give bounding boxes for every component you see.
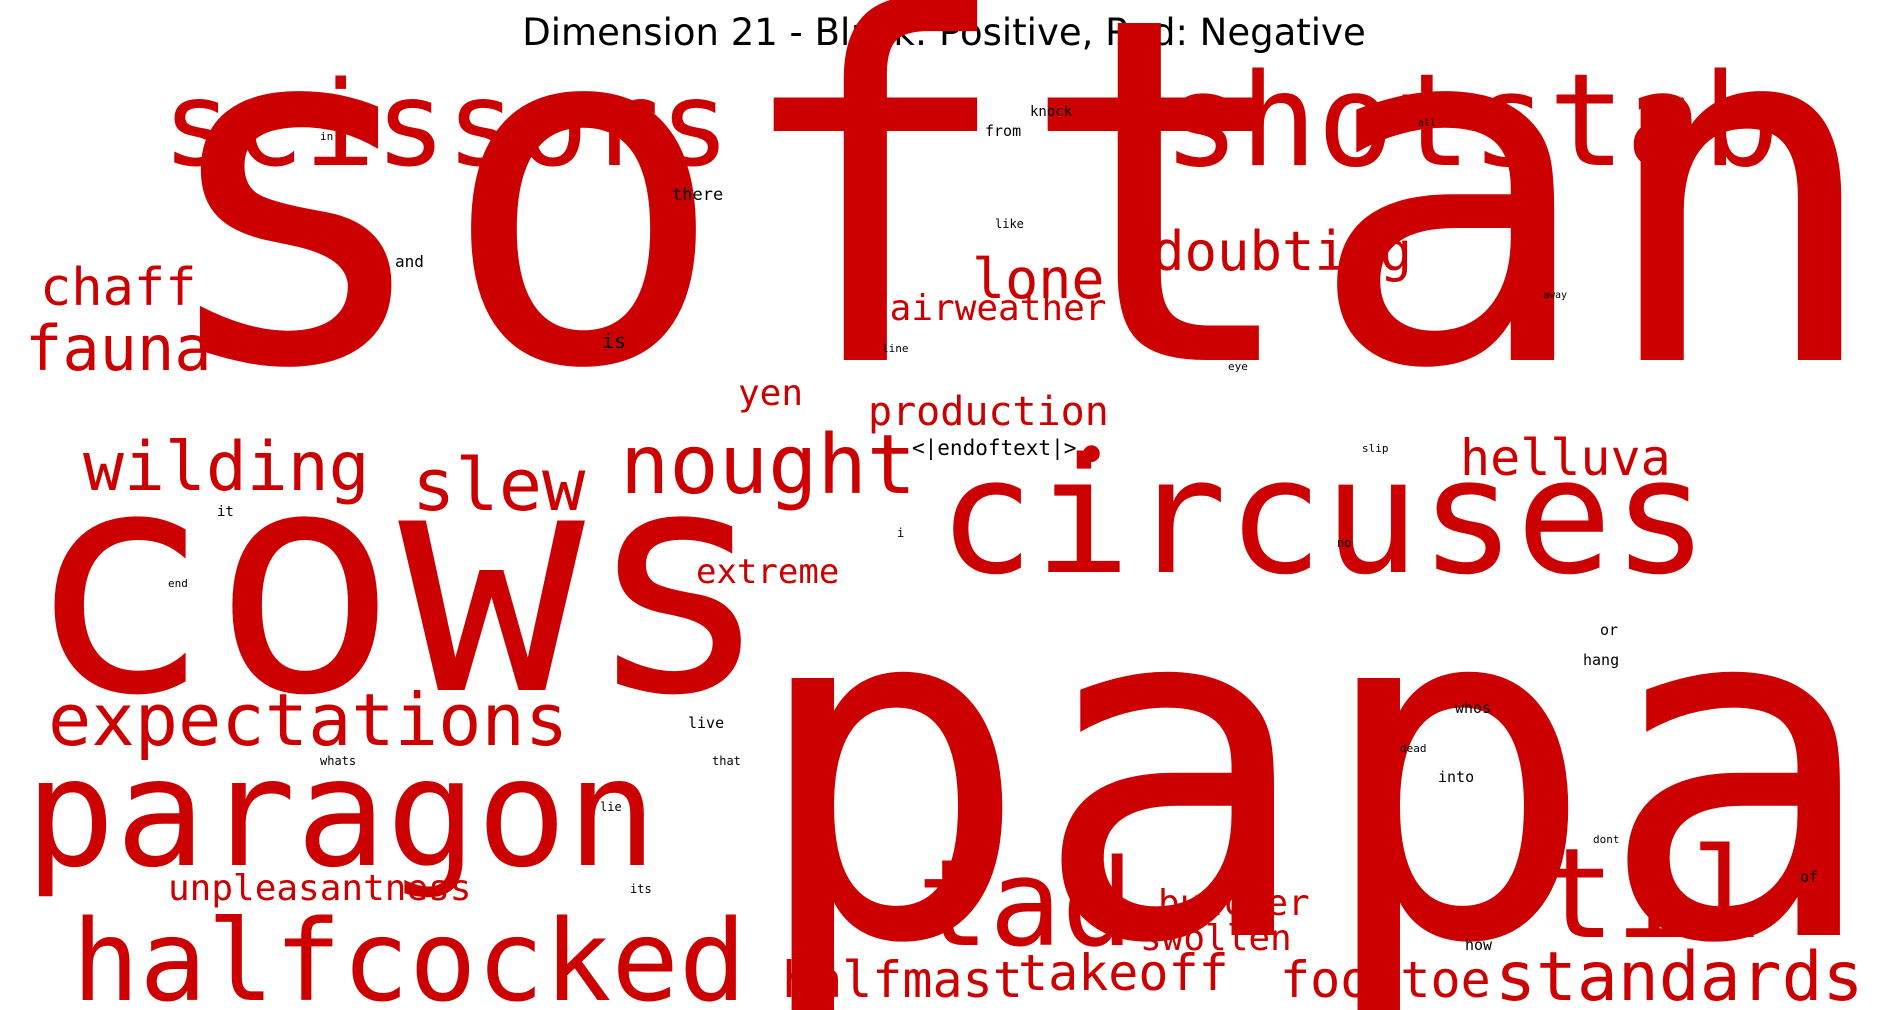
word-wilding: wilding xyxy=(83,428,370,507)
word-all: all xyxy=(1418,118,1436,129)
word-fairweather: fairweather xyxy=(868,288,1106,329)
word-hang: hang xyxy=(1583,651,1619,669)
word-bullet: ● xyxy=(1083,435,1100,468)
word-slip: slip xyxy=(1362,442,1389,455)
word-halfmast: halfmast xyxy=(782,951,1023,1009)
word-live: live xyxy=(688,714,724,732)
word-how: how xyxy=(1465,936,1493,954)
word-that: that xyxy=(712,754,741,768)
word-shotstab: shotstab xyxy=(1163,47,1780,196)
word-lone: lone xyxy=(972,247,1104,311)
word-eye: eye xyxy=(1228,360,1248,373)
word-tad: tad xyxy=(917,835,1134,974)
word-slew: slew xyxy=(412,443,586,527)
word-helluva: helluva xyxy=(1460,429,1671,487)
word-lie: lie xyxy=(600,800,622,814)
word-unpleasantness: unpleasantness xyxy=(168,868,471,909)
word-of: of xyxy=(1800,868,1818,886)
word-knock: knock xyxy=(1030,104,1073,120)
word-scissors: scissors xyxy=(162,55,730,193)
word-paragon: paragon xyxy=(25,727,657,901)
word-or: or xyxy=(1600,621,1618,639)
word-chaff: chaff xyxy=(40,258,197,318)
word-halfcocked: halfcocked xyxy=(72,897,746,1010)
word-extreme: extreme xyxy=(696,552,839,592)
word-endoftext: <|endoftext|> xyxy=(912,436,1076,461)
word-i: i xyxy=(897,526,904,540)
word-dont: dont xyxy=(1593,833,1620,846)
word-it: it xyxy=(217,504,234,520)
word-butcher: butcher xyxy=(1158,883,1310,924)
word-whos: whos xyxy=(1455,699,1491,717)
word-nought: nought xyxy=(620,418,916,513)
word-doubting: doubting xyxy=(1152,220,1412,283)
word-there: there xyxy=(672,185,723,205)
word-fauna: fauna xyxy=(25,312,212,385)
chart-title: Dimension 21 - Black: Positive, Red: Neg… xyxy=(522,11,1366,54)
word-and: and xyxy=(395,252,424,271)
word-yen: yen xyxy=(738,373,803,414)
word-production: production xyxy=(868,389,1109,435)
word-papa: papa xyxy=(748,499,1880,1010)
word-dead: dead xyxy=(1400,742,1427,755)
word-in: in xyxy=(320,130,333,143)
word-circuses: circuses xyxy=(938,423,1709,610)
word-whats: whats xyxy=(320,754,356,768)
word-expectations: expectations xyxy=(48,678,568,762)
word-into: into xyxy=(1438,768,1474,786)
word-away: away xyxy=(1543,290,1567,301)
word-foottoe: foottoe xyxy=(1280,951,1491,1009)
word-from: from xyxy=(985,122,1021,140)
word-softan: softan xyxy=(150,0,1884,474)
word-is: is xyxy=(602,329,626,353)
word-its: its xyxy=(630,882,652,896)
word-line: line xyxy=(882,342,909,355)
word-til: til xyxy=(1540,822,1766,967)
word-takeoff: takeoff xyxy=(1018,944,1229,1002)
word-swollen: swollen xyxy=(1140,918,1292,959)
word-like: like xyxy=(995,217,1024,231)
word-standards: standards xyxy=(1495,938,1863,1010)
word-cows: cows xyxy=(25,403,772,764)
word-no: no xyxy=(1337,536,1351,550)
word-end: end xyxy=(168,577,188,590)
